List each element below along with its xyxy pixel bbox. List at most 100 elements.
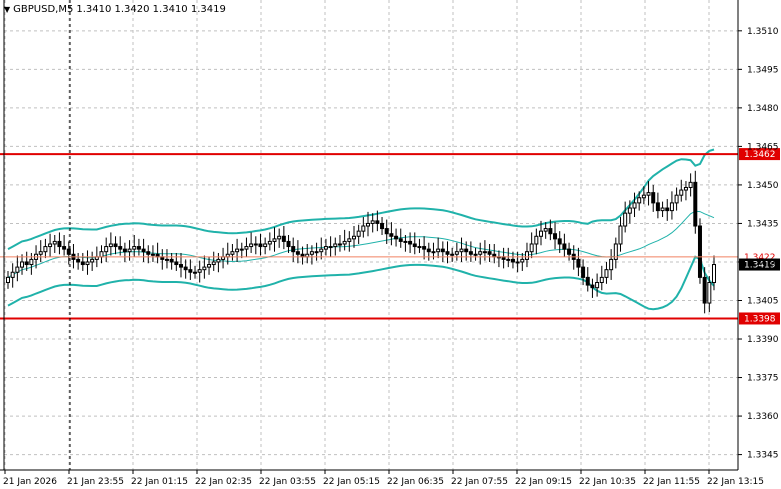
candle xyxy=(113,236,118,255)
candle xyxy=(534,228,539,255)
candle xyxy=(188,259,193,280)
candle xyxy=(543,222,548,239)
candle xyxy=(6,270,10,289)
x-tick-label: 21 Jan 2026 xyxy=(3,477,57,487)
resistance-level-tag xyxy=(739,148,780,161)
candle xyxy=(150,245,155,262)
candle xyxy=(440,241,445,262)
candle xyxy=(623,201,628,233)
candle xyxy=(553,222,558,250)
candle xyxy=(487,243,492,262)
candle xyxy=(48,233,53,257)
y-tick-label: 1.3360 xyxy=(747,412,779,422)
candle xyxy=(76,252,81,270)
candle xyxy=(174,252,179,271)
price-axis[interactable]: 1.35101.34951.34801.34651.34501.34351.34… xyxy=(3,0,779,470)
candle xyxy=(118,236,123,256)
candle xyxy=(146,245,151,264)
candle xyxy=(211,251,216,271)
candle xyxy=(665,199,670,221)
x-tick-label: 22 Jan 05:15 xyxy=(323,477,380,487)
candle xyxy=(389,222,394,246)
x-tick-label: 22 Jan 09:15 xyxy=(515,477,572,487)
x-tick-label: 22 Jan 11:55 xyxy=(643,477,700,487)
candle xyxy=(464,241,469,261)
candle xyxy=(454,242,459,261)
ohlc-values: 1.3410 1.3420 1.3410 1.3419 xyxy=(76,4,226,15)
candle xyxy=(398,228,403,248)
y-tick-label: 1.3450 xyxy=(747,181,779,191)
candle xyxy=(337,235,342,252)
candle xyxy=(412,232,417,255)
grid-lines xyxy=(4,0,738,470)
candle xyxy=(20,254,25,275)
candle xyxy=(655,192,660,219)
lower-band xyxy=(7,255,715,311)
candle xyxy=(43,238,48,259)
bid-tag-label: 1.3422 xyxy=(744,253,776,263)
candle xyxy=(422,236,427,260)
candle xyxy=(702,267,707,314)
candle xyxy=(697,218,702,284)
candle xyxy=(277,228,282,248)
candle xyxy=(510,251,515,269)
candle xyxy=(314,242,319,261)
candle xyxy=(328,236,333,257)
candle xyxy=(366,211,371,237)
y-tick-label: 1.3375 xyxy=(747,374,779,384)
candle xyxy=(674,187,679,211)
symbol-label: GBPUSD,M5 xyxy=(13,4,74,15)
candle xyxy=(468,241,473,262)
candle xyxy=(478,242,483,265)
candle xyxy=(141,238,146,262)
candle xyxy=(688,173,693,197)
candle xyxy=(632,192,637,218)
candle xyxy=(347,231,352,252)
candle xyxy=(286,235,291,253)
candle xyxy=(445,241,450,264)
current-price-tag-label: 1.3419 xyxy=(744,261,776,271)
candle xyxy=(562,233,567,257)
candle xyxy=(202,255,207,279)
candle xyxy=(613,237,618,269)
candle xyxy=(323,238,328,256)
y-tick-label: 1.3480 xyxy=(747,104,779,114)
time-axis[interactable]: 21 Jan 2026 21 Jan 23:55 22 Jan 01:15 22 Ja… xyxy=(0,469,764,487)
candle xyxy=(637,191,642,211)
candle xyxy=(590,278,595,298)
candle xyxy=(384,219,389,244)
candle xyxy=(52,235,57,253)
candle xyxy=(426,242,431,261)
y-tick-label: 1.3435 xyxy=(747,219,779,229)
y-tick-label: 1.3345 xyxy=(747,451,779,461)
candle xyxy=(679,179,684,202)
y-tick-label: 1.3465 xyxy=(747,142,779,152)
y-tick-label: 1.3495 xyxy=(747,65,779,75)
candle xyxy=(581,259,586,286)
candle xyxy=(66,241,71,265)
support-level-tag-label: 1.3398 xyxy=(744,314,776,324)
candle xyxy=(408,232,413,253)
candle xyxy=(164,249,169,269)
candle xyxy=(599,265,604,291)
x-tick-label: 22 Jan 07:55 xyxy=(451,477,508,487)
candle xyxy=(459,237,464,262)
candle xyxy=(216,252,221,273)
candle xyxy=(524,242,529,268)
candle xyxy=(90,251,95,271)
candle xyxy=(239,242,244,259)
candle xyxy=(539,220,544,246)
candle xyxy=(319,237,324,260)
candle xyxy=(249,232,254,253)
candle xyxy=(272,227,277,252)
candle xyxy=(295,240,300,264)
triangle-down-icon[interactable]: ▼ xyxy=(4,5,11,14)
candle xyxy=(356,224,361,244)
candle xyxy=(333,237,338,256)
candle xyxy=(132,235,137,257)
candle xyxy=(609,249,614,280)
candle xyxy=(57,232,62,255)
